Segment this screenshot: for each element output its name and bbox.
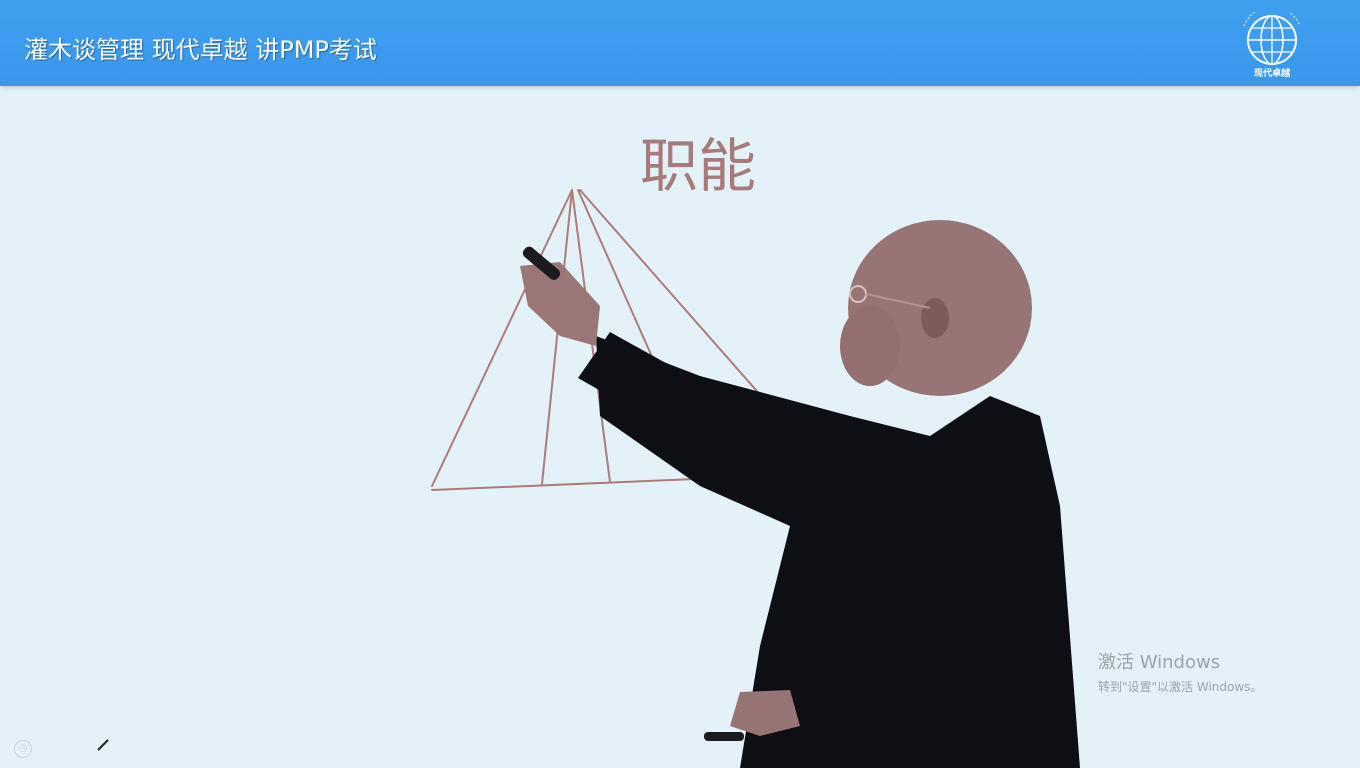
company-logo: 现代卓越 — [1236, 6, 1308, 80]
pyramid-left-edge — [431, 189, 573, 487]
pyramid-drawing: 职能 — [431, 132, 771, 491]
slide-title: 灌木谈管理 现代卓越 讲PMP考试 — [24, 36, 377, 64]
presenter-figure — [520, 220, 1080, 768]
handwritten-word: 职能 — [640, 132, 756, 200]
logo-label: 现代卓越 — [1253, 69, 1290, 79]
whiteboard: 职能 — [0, 86, 1360, 768]
bottom-toolbar — [0, 732, 1360, 768]
clock-icon[interactable]: ◷ — [14, 740, 32, 758]
globe-icon — [1243, 6, 1301, 65]
pyramid-inner-line-1 — [541, 189, 573, 485]
pyramid-inner-line-3 — [577, 189, 666, 387]
watermark-title: 激活 Windows — [1098, 652, 1221, 673]
pen-icon[interactable] — [96, 738, 110, 752]
slide-header: 灌木谈管理 现代卓越 讲PMP考试 现代卓越 — [0, 0, 1360, 86]
pyramid-base — [431, 477, 721, 491]
windows-activation-watermark: 激活 Windows 转到"设置"以激活 Windows。 — [1098, 648, 1262, 695]
pyramid-right-edge — [579, 189, 771, 407]
watermark-subtitle: 转到"设置"以激活 Windows。 — [1098, 680, 1263, 694]
